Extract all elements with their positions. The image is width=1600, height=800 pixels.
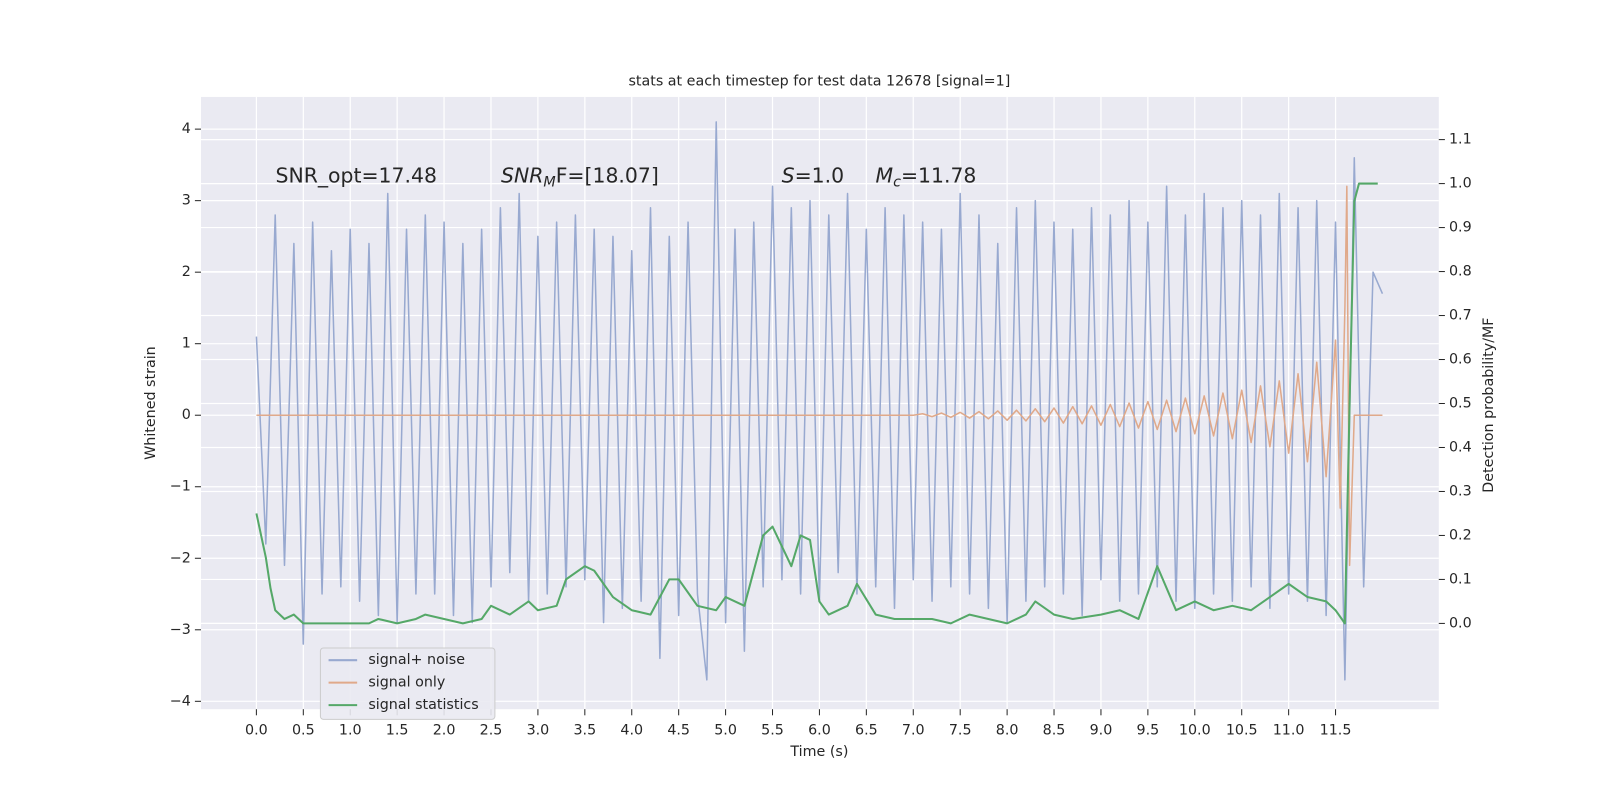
x-tick-label: 10.5 [1226,723,1258,739]
y2-tick-label: 1.1 [1449,132,1472,148]
x-tick-label: 11.0 [1273,723,1305,739]
y2-tick-label: 0.1 [1449,571,1472,587]
x-tick-label: 11.5 [1320,723,1352,739]
x-tick-label: 5.5 [761,723,784,739]
x-tick-label: 4.0 [620,723,643,739]
annotation: S=1.0 [782,164,844,188]
y2-tick-label: 0.5 [1449,396,1472,412]
annotation-symbol: M [876,164,894,188]
x-tick-label: 1.5 [386,723,409,739]
annotation-subscript: c [893,175,901,191]
y-axis-label: Whitened strain [143,346,159,460]
x-tick-label: 2.0 [433,723,456,739]
annotation-symbol: SNR [501,164,543,188]
x-tick-label: 7.0 [902,723,925,739]
annotation-symbol: S [782,164,795,188]
annotation: SNRMF=[18.07] [501,164,659,191]
x-tick-label: 8.0 [996,723,1019,739]
y2-tick-label: 0.8 [1449,264,1472,280]
legend-box [319,647,496,720]
legend-label: signal+ noise [368,652,465,668]
x-tick-label: 6.0 [808,723,831,739]
series-line [256,185,1383,567]
x-tick-label: 0.0 [245,723,268,739]
legend-label: signal statistics [368,697,478,713]
y-tick-label: −2 [170,550,191,566]
y-tick-label: −3 [170,622,191,638]
annotation-text: SNR_opt=17.48 [276,164,437,189]
y2-axis-label: Detection probability/MF [1481,317,1497,492]
annotation: Mc=11.78 [876,164,977,191]
y2-tick-label: 0.0 [1449,615,1472,631]
x-tick-label: 10.0 [1179,723,1211,739]
chart-title: stats at each timestep for test data 126… [628,74,1010,90]
y-tick-label: 2 [182,264,191,280]
y2-tick-label: 0.9 [1449,220,1472,236]
legend: signal+ noise signal only signal statistic… [319,647,496,720]
x-tick-label: 5.0 [714,723,737,739]
x-tick-label: 9.5 [1137,723,1160,739]
annotation-text: F=[18.07] [556,164,659,188]
y2-tick-label: 0.3 [1449,483,1472,499]
x-tick-label: 8.5 [1043,723,1066,739]
y2-tick-label: 0.2 [1449,527,1472,543]
annotation: SNR_opt=17.48 [276,164,437,189]
x-tick-label: 2.5 [480,723,503,739]
y2-tick-label: 0.4 [1449,439,1472,455]
y2-tick-label: 1.0 [1449,176,1472,192]
x-tick-label: 1.0 [339,723,362,739]
x-tick-label: 7.5 [949,723,972,739]
y-tick-label: 0 [182,407,191,423]
series-line [255,182,1378,625]
x-axis-label: Time (s) [789,744,848,760]
annotation-text: =11.78 [901,164,976,188]
x-tick-label: 3.5 [573,723,596,739]
x-tick-label: 9.0 [1090,723,1113,739]
annotation-text: =1.0 [795,164,845,188]
y-tick-label: −1 [170,479,191,495]
x-tick-label: 3.0 [527,723,550,739]
y-tick-label: 3 [182,193,191,209]
y2-tick-label: 0.6 [1449,352,1472,368]
y-tick-label: 1 [182,336,191,352]
x-tick-label: 4.5 [667,723,690,739]
annotation-subscript: M [543,175,555,191]
legend-label: signal only [368,675,445,691]
y-tick-label: 4 [182,121,191,137]
x-tick-label: 0.5 [292,723,315,739]
x-tick-label: 6.5 [855,723,878,739]
y-tick-label: −4 [170,693,191,709]
y2-tick-label: 0.7 [1449,308,1472,324]
